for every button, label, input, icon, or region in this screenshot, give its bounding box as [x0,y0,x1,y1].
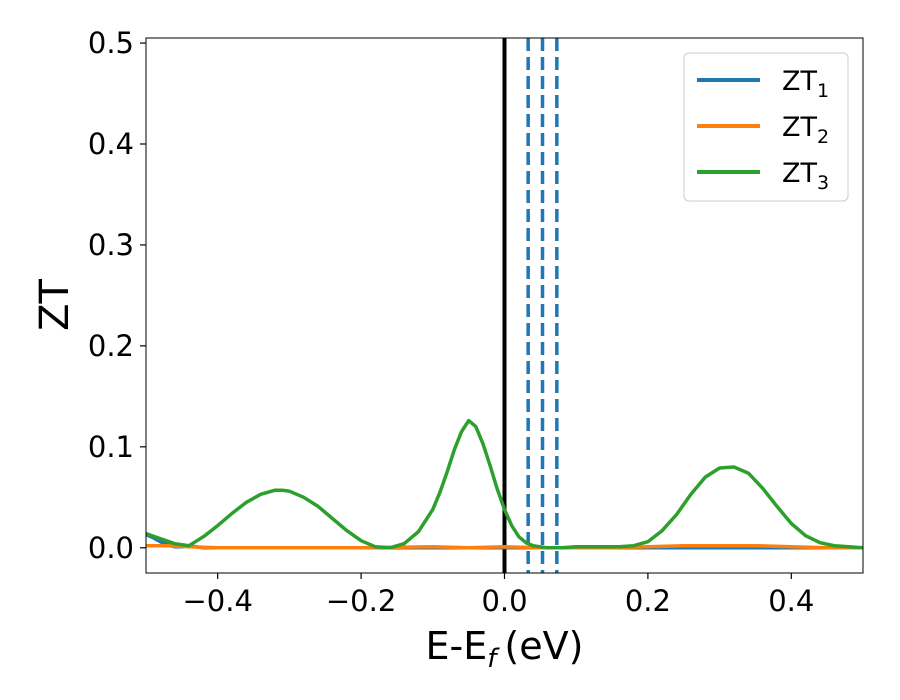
legend-box [683,52,849,202]
series-line-zt3 [146,418,863,550]
x-tick-label: −0.2 [326,584,396,618]
y-tick-label: 0.1 [88,430,134,464]
legend-label-zt3: ZT3 [782,158,829,194]
y-tick-label: 0.3 [88,228,134,262]
x-tick-label: 0.2 [625,584,671,618]
x-tick-label: 0.4 [768,584,814,618]
legend-label-zt1: ZT1 [782,66,829,102]
y-tick-label: 0.4 [88,127,134,161]
legend-label-zt2: ZT2 [782,112,829,148]
series-layer [146,418,863,550]
legend: ZT1 ZT2 ZT3 [683,52,849,202]
y-tick-label: 0.2 [88,329,134,363]
x-axis-label-unit: (eV) [504,624,583,668]
x-axis: −0.4 −0.2 0.0 0.2 0.4 [182,573,814,618]
y-axis-label: ZT [32,279,78,331]
x-axis-label-main: E-E [426,624,488,668]
y-tick-label: 0.5 [88,26,134,60]
x-tick-label: 0.0 [481,584,527,618]
y-axis: 0.0 0.1 0.2 0.3 0.4 0.5 [88,26,146,565]
x-tick-label: −0.4 [182,584,252,618]
y-tick-label: 0.0 [88,531,134,565]
vertical-lines [502,38,559,573]
x-axis-label: E-Ef (eV) [426,624,584,674]
